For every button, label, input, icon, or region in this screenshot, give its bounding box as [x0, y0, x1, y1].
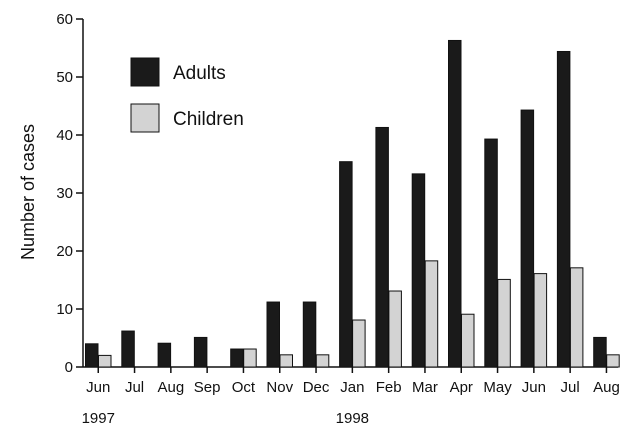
- legend-swatch-children: [130, 103, 160, 133]
- y-ticks: 0 10 20 30 40 50 60: [56, 11, 83, 376]
- legend-label-children: Children: [173, 109, 244, 130]
- x-tick-label-jul: Jul: [125, 379, 144, 396]
- bar-children-oct: [243, 348, 257, 368]
- bars: [85, 39, 620, 368]
- year-label-1997: 1997: [82, 410, 115, 427]
- bar-adults-jun: [520, 109, 535, 368]
- year-label-1998: 1998: [336, 410, 369, 427]
- bar-children-may: [497, 278, 511, 368]
- y-tick-label: 40: [56, 127, 73, 144]
- x-tick-label-aug: Aug: [593, 379, 620, 396]
- bar-adults-dec: [302, 301, 317, 368]
- x-tick-labels: Jun Jul Aug Sep Oct Nov Dec Jan Feb Mar Apr May Jun J…: [82, 367, 620, 427]
- bar-adults-aug: [157, 342, 172, 368]
- y-tick-label: 50: [56, 69, 73, 86]
- bar-children-jun: [98, 354, 112, 368]
- x-tick-label-dec: Dec: [303, 379, 330, 396]
- bar-children-mar: [424, 260, 439, 368]
- bar-children-jun: [533, 273, 548, 368]
- x-tick-label-feb: Feb: [376, 379, 402, 396]
- bar-children-apr: [461, 313, 475, 368]
- y-tick-label: 0: [65, 359, 73, 376]
- bar-adults-jul: [121, 330, 135, 368]
- y-tick-label: 60: [56, 11, 73, 28]
- bar-adults-apr: [448, 39, 462, 368]
- bar-adults-jan: [339, 161, 353, 368]
- bar-children-jan: [352, 319, 366, 368]
- x-tick-label-aug: Aug: [157, 379, 184, 396]
- bar-adults-jun: [85, 343, 99, 368]
- bar-children-aug: [606, 354, 620, 368]
- x-tick-label-may: May: [483, 379, 512, 396]
- bar-adults-sep: [193, 336, 208, 368]
- bar-adults-jul: [556, 50, 571, 368]
- legend-swatch-adults: [130, 57, 160, 87]
- bar-adults-feb: [375, 126, 389, 368]
- y-tick-label: 20: [56, 243, 73, 260]
- x-tick-label-oct: Oct: [232, 379, 256, 396]
- bar-children-feb: [388, 290, 402, 368]
- x-tick-label-jul: Jul: [561, 379, 580, 396]
- x-tick-label-jun: Jun: [86, 379, 110, 396]
- y-axis-title: Number of cases: [18, 124, 38, 260]
- bar-adults-aug: [593, 336, 607, 368]
- x-tick-label-nov: Nov: [266, 379, 293, 396]
- legend: Adults Children: [130, 57, 244, 133]
- bar-children-dec: [315, 354, 330, 368]
- x-tick-label-apr: Apr: [450, 379, 473, 396]
- y-tick-label: 10: [56, 301, 73, 318]
- legend-label-adults: Adults: [173, 63, 226, 84]
- bar-adults-mar: [411, 173, 426, 368]
- x-tick-label-mar: Mar: [412, 379, 438, 396]
- bar-children-jul: [569, 267, 584, 368]
- x-tick-label-jun: Jun: [522, 379, 546, 396]
- bar-adults-oct: [230, 348, 244, 368]
- y-tick-label: 30: [56, 185, 73, 202]
- x-tick-label-sep: Sep: [194, 379, 221, 396]
- x-tick-label-jan: Jan: [340, 379, 364, 396]
- bar-children-nov: [279, 354, 293, 368]
- bar-adults-nov: [266, 301, 280, 368]
- bar-adults-may: [484, 138, 498, 368]
